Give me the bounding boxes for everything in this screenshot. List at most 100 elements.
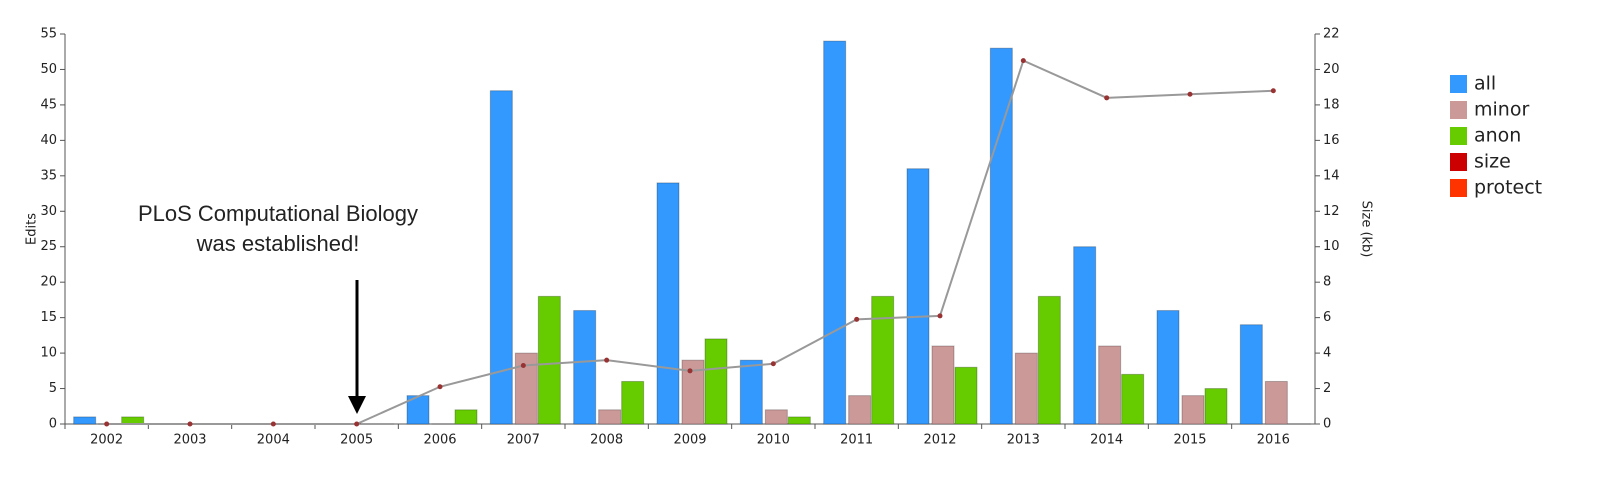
y2-tick-label: 12 [1323,204,1340,219]
size-point [271,422,276,427]
y2-tick-label: 18 [1323,97,1340,112]
legend-swatch [1450,153,1467,171]
size-point [854,317,859,322]
y2-tick-label: 0 [1323,417,1331,432]
x-tick-label: 2015 [1173,433,1206,448]
x-tick-label: 2005 [340,433,373,448]
bar [705,339,727,424]
bar [622,381,644,424]
y-tick-label: 15 [40,310,57,325]
y-tick-label: 5 [49,381,57,396]
bar [788,417,810,424]
annotation: PLoS Computational Biology [138,201,418,226]
size-point [438,384,443,389]
size-point [1271,88,1276,93]
y-tick-label: 40 [40,133,57,148]
legend-label: all [1474,73,1496,95]
size-point [1021,58,1026,63]
bar [1205,389,1227,424]
y2-tick-label: 20 [1323,62,1340,77]
bar [1099,346,1121,424]
y-tick-label: 30 [40,204,57,219]
legend-label: anon [1474,125,1521,147]
x-tick-label: 2012 [923,433,956,448]
bar [1038,296,1060,424]
x-tick-label: 2013 [1007,433,1040,448]
annotation: was established! [196,231,360,256]
bar [1015,353,1037,424]
size-point [604,358,609,363]
y-tick-label: 50 [40,62,57,77]
y-tick-label: 25 [40,239,57,254]
bar [515,353,537,424]
size-point [104,422,109,427]
y2-tick-label: 10 [1323,239,1340,254]
size-point [1104,95,1109,100]
bar [872,296,894,424]
size-point [354,422,359,427]
bar [907,169,929,424]
bar [599,410,621,424]
bar [1240,325,1262,424]
arrow-head [348,396,366,414]
bar [574,311,596,424]
bar [455,410,477,424]
y-tick-label: 20 [40,275,57,290]
size-point [1188,92,1193,97]
y-tick-label: 45 [40,97,57,112]
x-tick-label: 2016 [1257,433,1290,448]
y-tick-label: 55 [40,27,57,42]
bar [74,417,96,424]
legend-label: size [1474,151,1511,173]
y2-tick-label: 4 [1323,346,1331,361]
bar [765,410,787,424]
size-point [688,368,693,373]
y2-tick-label: 14 [1323,168,1340,183]
bar [849,396,871,424]
y-tick-label: 0 [49,417,57,432]
x-tick-label: 2009 [673,433,706,448]
bar [538,296,560,424]
legend-label: minor [1474,99,1529,121]
size-point [771,361,776,366]
legend-swatch [1450,179,1467,197]
y-axis-label: Edits [25,213,40,245]
y-tick-label: 35 [40,168,57,183]
x-tick-label: 2004 [257,433,290,448]
y2-tick-label: 8 [1323,275,1331,290]
y2-tick-label: 16 [1323,133,1340,148]
y2-tick-label: 2 [1323,381,1331,396]
bar [1122,374,1144,424]
legend-swatch [1450,127,1467,145]
bar [824,41,846,424]
y2-tick-label: 6 [1323,310,1331,325]
y2-tick-label: 22 [1323,27,1340,42]
bar [1157,311,1179,424]
legend-swatch [1450,75,1467,93]
bar [657,183,679,424]
x-tick-label: 2014 [1090,433,1123,448]
bar [932,346,954,424]
bar [122,417,144,424]
size-point [938,313,943,318]
bar [1074,247,1096,424]
x-tick-label: 2003 [173,433,206,448]
x-tick-label: 2008 [590,433,623,448]
legend-swatch [1450,101,1467,119]
size-point [188,422,193,427]
x-tick-label: 2006 [423,433,456,448]
x-tick-label: 2011 [840,433,873,448]
bar [1265,381,1287,424]
y-tick-label: 10 [40,346,57,361]
bar [1182,396,1204,424]
bar [955,367,977,424]
legend-label: protect [1474,177,1542,199]
size-point [521,363,526,368]
x-tick-label: 2010 [757,433,790,448]
x-tick-label: 2007 [507,433,540,448]
y2-axis-label: Size (kb) [1359,201,1374,258]
bar [740,360,762,424]
x-tick-label: 2002 [90,433,123,448]
